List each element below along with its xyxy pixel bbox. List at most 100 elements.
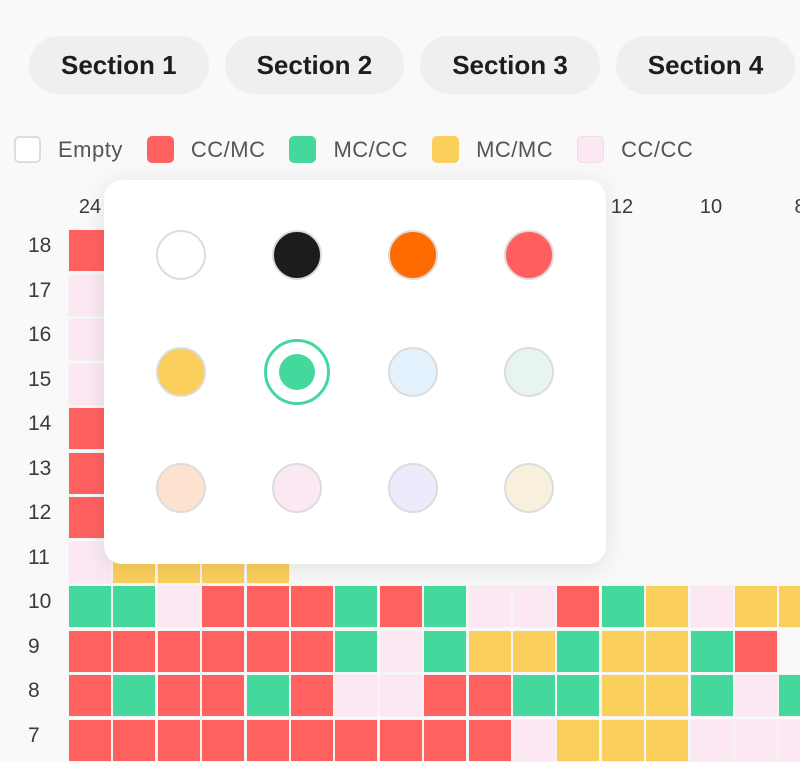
grid-cell[interactable] [778,585,800,628]
grid-cell[interactable] [600,585,645,628]
grid-cell[interactable] [68,629,112,673]
grid-cell[interactable] [156,585,201,628]
tab-section-2[interactable]: Section 2 [224,36,405,94]
row-label-10: 10 [28,590,52,613]
grid-cell[interactable] [689,718,734,762]
grid-cell[interactable] [156,674,201,717]
grid-cell[interactable] [645,585,690,628]
color-option-red[interactable] [504,230,554,280]
grid-cell[interactable] [245,718,290,762]
grid-cell[interactable] [600,674,645,717]
grid-cell[interactable] [467,718,512,762]
grid-cell[interactable] [512,674,556,717]
color-option-orange[interactable] [388,230,438,280]
row-label-14: 14 [28,412,52,435]
color-option-yellow[interactable] [156,347,206,397]
grid-cell[interactable] [512,718,556,762]
color-option-black[interactable] [272,230,322,280]
grid-cell[interactable] [156,718,201,762]
grid-cell[interactable] [512,629,556,673]
grid-cell[interactable] [689,585,734,628]
color-option-cream[interactable] [504,463,554,513]
grid-cell[interactable] [334,674,379,717]
color-option-light-blue[interactable] [388,347,438,397]
row-labels: 18 17 16 15 14 13 12 11 10 9 8 7 [0,0,60,747]
grid-cell[interactable] [689,674,734,717]
grid-cell[interactable] [734,718,778,762]
grid-cell[interactable] [734,629,778,673]
legend-swatch-empty [14,136,41,163]
grid-cell[interactable] [467,585,512,628]
grid-cell[interactable] [645,629,690,673]
grid-cell[interactable] [378,629,423,673]
column-label-12: 12 [610,196,634,218]
grid-cell[interactable] [290,674,334,717]
grid-cell[interactable] [556,674,601,717]
legend-swatch-cc-mc [146,136,174,163]
grid-cell[interactable] [423,629,468,673]
tab-section-4[interactable]: Section 4 [615,36,796,94]
color-option-green[interactable] [279,354,315,390]
grid-cell[interactable] [112,585,157,628]
tab-section-1[interactable]: Section 1 [29,36,209,94]
grid-cell[interactable] [423,718,468,762]
grid-cell[interactable] [778,718,800,762]
grid-cell[interactable] [645,718,690,762]
grid-cell[interactable] [378,585,423,628]
column-label-8: 8 [794,196,800,219]
grid-cell[interactable] [201,674,246,717]
grid-cell[interactable] [290,718,334,762]
row-label-17: 17 [28,278,52,302]
grid-cell[interactable] [112,629,157,673]
color-option-lavender[interactable] [388,463,438,513]
grid-cell[interactable] [689,629,734,673]
legend-item-cc-cc: CC/CC [577,136,693,163]
legend: Empty CC/MC MC/CC MC/MC CC/CC [14,136,717,163]
grid-cell[interactable] [467,674,512,717]
grid-cell[interactable] [600,718,645,762]
grid-cell[interactable] [334,718,379,762]
legend-swatch-mc-cc [289,136,317,163]
tab-section-3[interactable]: Section 3 [420,36,600,94]
grid-cell[interactable] [467,629,512,673]
color-option-light-mint[interactable] [504,347,554,397]
grid-cell[interactable] [378,718,423,762]
grid-cell[interactable] [112,674,157,717]
grid-cell[interactable] [201,629,246,673]
color-option-white[interactable] [156,230,206,280]
grid-cell[interactable] [556,718,601,762]
grid-cell[interactable] [290,629,334,673]
grid-cell[interactable] [245,629,290,673]
grid-cell[interactable] [68,585,112,628]
grid-cell[interactable] [423,585,468,628]
grid-cell[interactable] [734,674,778,717]
grid-cell[interactable] [201,718,246,762]
color-option-peach[interactable] [156,463,206,513]
grid-cell[interactable] [778,674,800,717]
grid-cell[interactable] [556,629,601,673]
grid-cell[interactable] [556,585,601,628]
grid-cell[interactable] [68,674,112,717]
legend-label: CC/MC [190,136,266,162]
row-label-18: 18 [28,234,52,257]
grid-cell[interactable] [423,674,468,717]
grid-cell[interactable] [378,674,423,717]
row-label-15: 15 [28,367,52,391]
grid-cell[interactable] [245,674,290,717]
grid-cell[interactable] [512,585,556,628]
color-option-light-pink[interactable] [272,463,322,513]
grid-cell[interactable] [734,585,778,628]
legend-item-mc-cc: MC/CC [289,136,408,163]
tab-label: Section 4 [647,49,764,80]
grid-cell[interactable] [600,629,645,673]
grid-cell[interactable] [334,585,379,628]
grid-cell[interactable] [112,718,157,762]
grid-cell[interactable] [156,629,201,673]
grid-cell[interactable] [245,585,290,628]
grid-cell[interactable] [334,629,379,673]
grid-cell[interactable] [201,585,246,628]
grid-cell[interactable] [68,718,112,762]
color-picker-popup [104,180,606,564]
grid-cell[interactable] [645,674,690,717]
grid-cell[interactable] [290,585,334,628]
